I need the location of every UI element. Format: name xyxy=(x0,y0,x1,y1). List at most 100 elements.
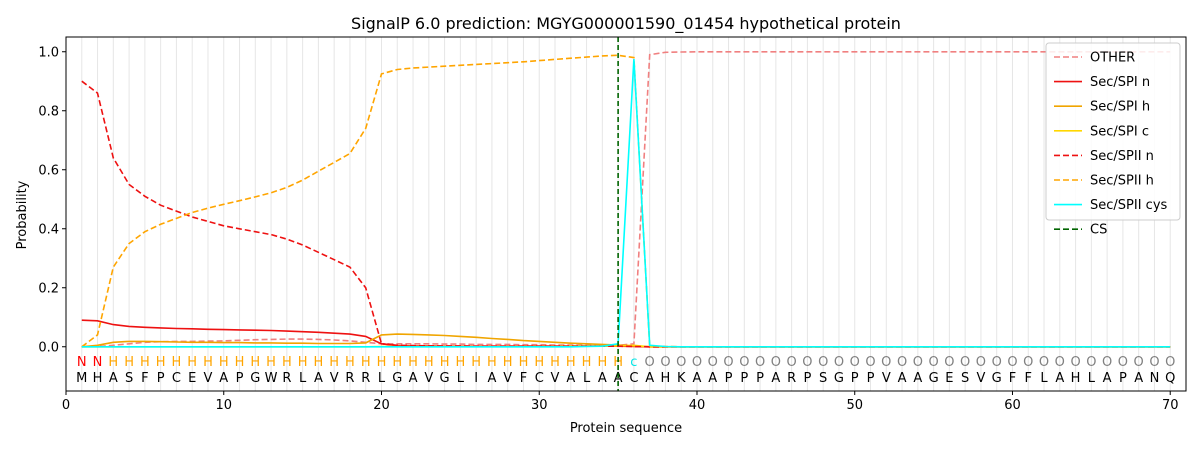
region-label: O xyxy=(897,355,907,370)
sequence-letter: P xyxy=(851,371,859,386)
x-tick-label: 50 xyxy=(846,398,863,413)
sequence-letter: L xyxy=(378,371,386,386)
region-label: O xyxy=(723,355,733,370)
sequence-letter: P xyxy=(740,371,748,386)
region-label: O xyxy=(692,355,702,370)
region-label: N xyxy=(93,355,103,370)
region-label: H xyxy=(282,355,292,370)
region-label: H xyxy=(440,355,450,370)
region-label: H xyxy=(582,355,592,370)
sequence-letter: V xyxy=(976,371,985,386)
x-axis-label: Protein sequence xyxy=(570,421,682,436)
region-label: H xyxy=(377,355,387,370)
region-label: H xyxy=(172,355,182,370)
region-label: H xyxy=(124,355,134,370)
region-label: O xyxy=(881,355,891,370)
sequence-letter: V xyxy=(882,371,891,386)
legend-entry: Sec/SPII n xyxy=(1090,149,1154,164)
sequence-letter: V xyxy=(551,371,560,386)
sequence-letter: G xyxy=(992,371,1002,386)
sequence-letter: A xyxy=(645,371,654,386)
y-tick-label: 0.8 xyxy=(38,104,59,119)
sequence-letter: A xyxy=(1134,371,1143,386)
sequence-letter: C xyxy=(172,371,181,386)
plot-area: MNHNAHSHFHPHCHEHVHAHPHGHWHRHLHAHVHRHRHLH… xyxy=(38,36,1187,413)
sequence-letter: A xyxy=(219,371,228,386)
sequence-letter: A xyxy=(771,371,780,386)
sequence-letter: V xyxy=(330,371,339,386)
sequence-letter: P xyxy=(867,371,875,386)
sequence-letter: P xyxy=(157,371,165,386)
region-label: O xyxy=(818,355,828,370)
sequence-letter: R xyxy=(361,371,370,386)
x-tick-label: 10 xyxy=(215,398,232,413)
sequence-letter: R xyxy=(282,371,291,386)
region-label: O xyxy=(1007,355,1017,370)
region-label: O xyxy=(834,355,844,370)
region-label: O xyxy=(1134,355,1144,370)
sequence-letter: R xyxy=(345,371,354,386)
sequence-letter: A xyxy=(314,371,323,386)
sequence-letter: I xyxy=(474,371,478,386)
sequence-letter: P xyxy=(1119,371,1127,386)
region-label: H xyxy=(503,355,513,370)
y-tick-label: 0.0 xyxy=(38,340,59,355)
sequence-letter: C xyxy=(535,371,544,386)
region-label: H xyxy=(597,355,607,370)
x-tick-label: 20 xyxy=(373,398,390,413)
region-label: H xyxy=(203,355,213,370)
region-label: O xyxy=(976,355,986,370)
region-label: O xyxy=(928,355,938,370)
region-label: O xyxy=(992,355,1002,370)
sequence-letter: L xyxy=(1040,371,1048,386)
sequence-letter: R xyxy=(787,371,796,386)
region-label: O xyxy=(1070,355,1080,370)
sequence-letter: S xyxy=(125,371,133,386)
region-label: O xyxy=(645,355,655,370)
sequence-letter: P xyxy=(725,371,733,386)
legend-entry: Sec/SPI h xyxy=(1090,100,1150,115)
y-tick-label: 0.6 xyxy=(38,163,59,178)
y-axis-label: Probability xyxy=(15,180,30,249)
region-label: O xyxy=(802,355,812,370)
sequence-letter: G xyxy=(834,371,844,386)
region-label: O xyxy=(1023,355,1033,370)
legend-entry: Sec/SPII cys xyxy=(1090,198,1168,213)
sequence-letter: A xyxy=(409,371,418,386)
sequence-letter: L xyxy=(1088,371,1096,386)
sequence-letter: K xyxy=(677,371,686,386)
region-label: O xyxy=(1055,355,1065,370)
region-label: H xyxy=(235,355,245,370)
sequence-letter: A xyxy=(693,371,702,386)
region-label: H xyxy=(519,355,529,370)
sequence-letter: A xyxy=(487,371,496,386)
legend-entry: Sec/SPII h xyxy=(1090,174,1154,189)
legend: OTHER Sec/SPI n Sec/SPI h Sec/SPI c Sec/SPII… xyxy=(1045,42,1181,238)
region-label: H xyxy=(219,355,229,370)
legend-entry: Sec/SPI n xyxy=(1090,75,1150,90)
sequence-letter: L xyxy=(583,371,591,386)
sequence-letter: G xyxy=(440,371,450,386)
y-tick-label: 0.4 xyxy=(38,222,59,237)
region-label: H xyxy=(329,355,339,370)
region-label: O xyxy=(771,355,781,370)
sequence-letter: H xyxy=(93,371,103,386)
region-label: O xyxy=(755,355,765,370)
region-label: O xyxy=(913,355,923,370)
x-tick-label: 60 xyxy=(1004,398,1021,413)
region-label: O xyxy=(676,355,686,370)
sequence-letter: A xyxy=(913,371,922,386)
sequence-letter: A xyxy=(1103,371,1112,386)
sequence-letter: A xyxy=(109,371,118,386)
region-label: O xyxy=(1102,355,1112,370)
sequence-letter: A xyxy=(614,371,623,386)
region-label: H xyxy=(266,355,276,370)
x-tick-label: 0 xyxy=(62,398,70,413)
sequence-letter: H xyxy=(1071,371,1081,386)
region-label: H xyxy=(345,355,355,370)
sequence-letter: G xyxy=(929,371,939,386)
region-label: H xyxy=(314,355,324,370)
sequence-letter: A xyxy=(598,371,607,386)
region-label: c xyxy=(630,355,637,370)
